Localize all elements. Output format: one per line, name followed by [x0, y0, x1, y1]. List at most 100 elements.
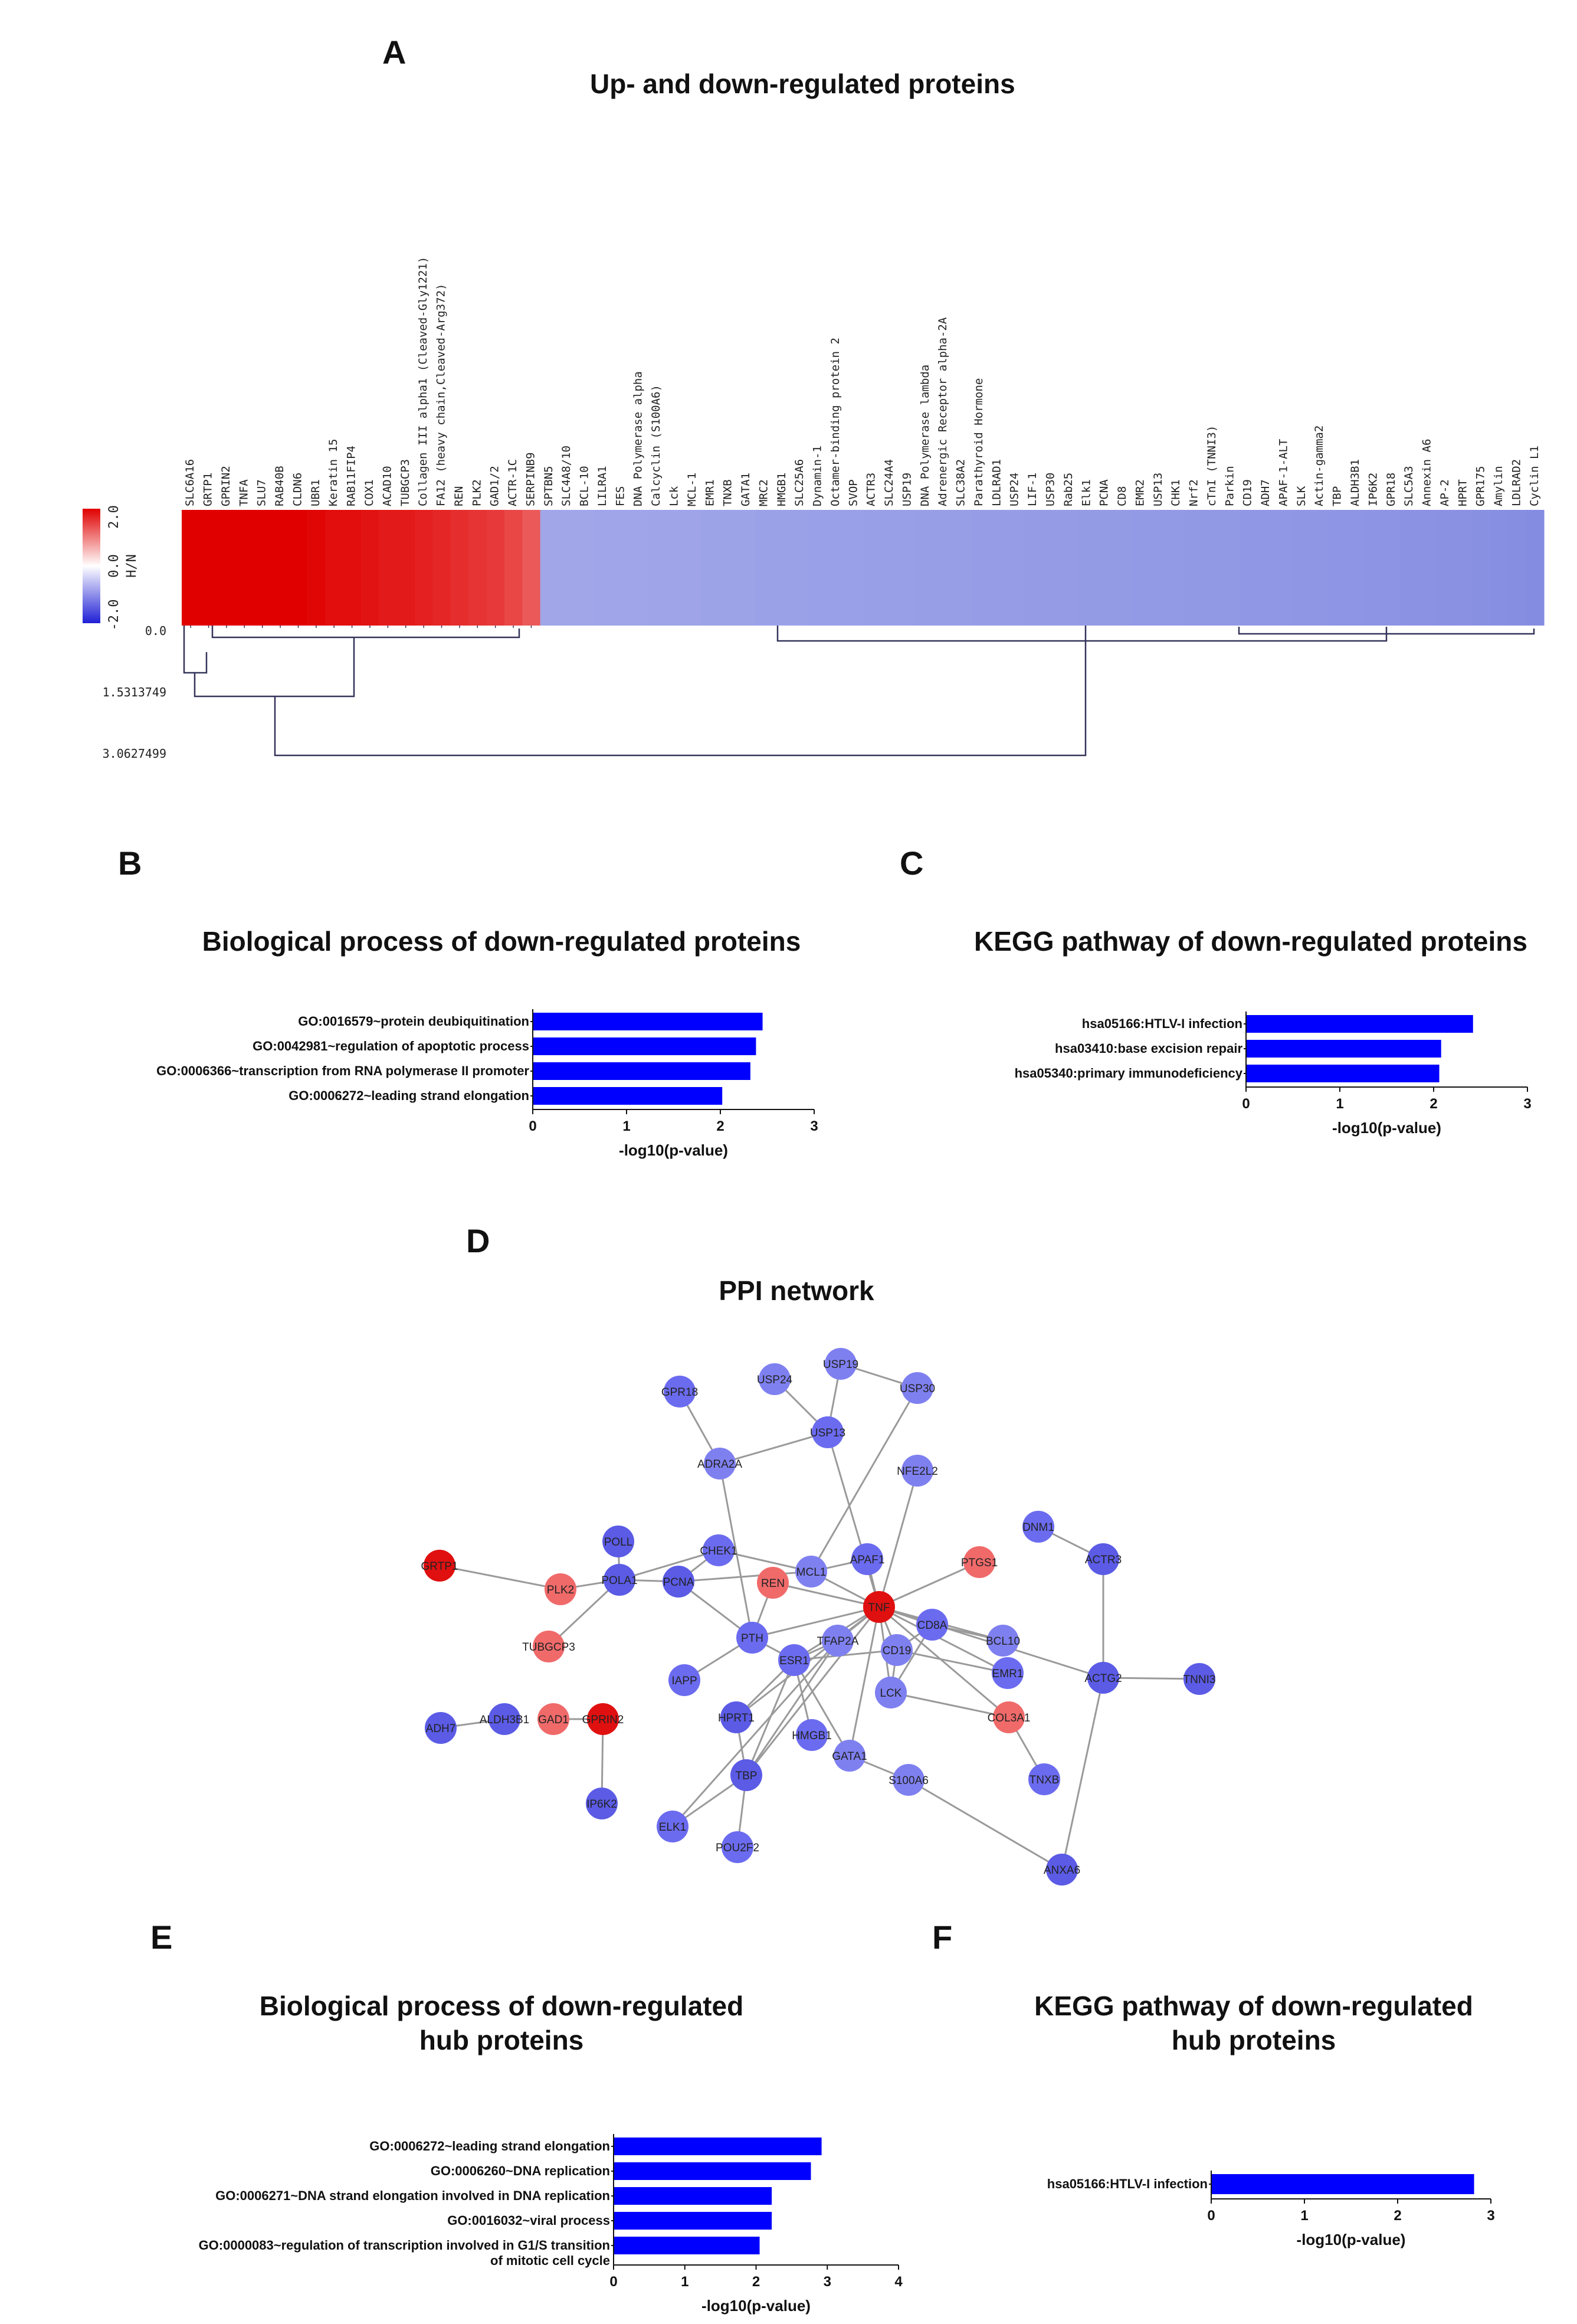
node-label: GAD1 — [538, 1714, 569, 1726]
bar — [533, 1037, 756, 1055]
heatmap-cell — [1239, 510, 1258, 626]
network-node — [657, 1811, 688, 1842]
protein-label: CD19 — [1241, 479, 1254, 506]
heatmap-cell — [952, 510, 971, 626]
protein-label: COX1 — [363, 479, 376, 506]
category-label: hsa05340:primary immunodeficiency — [1015, 1066, 1243, 1081]
heatmap-cell — [289, 510, 308, 626]
heatmap-cell — [1418, 510, 1437, 626]
network-node — [736, 1622, 768, 1654]
heatmap-cell — [1454, 510, 1473, 626]
node-label: COL3A1 — [988, 1712, 1031, 1724]
x-tick-label: 2 — [1430, 1096, 1437, 1112]
heatmap-cell — [450, 510, 469, 626]
heatmap-cell — [522, 510, 541, 626]
protein-label: MCL-1 — [686, 473, 699, 506]
heatmap-cell — [432, 510, 451, 626]
protein-label: CHK1 — [1169, 479, 1182, 506]
network-node — [668, 1664, 700, 1696]
kegg-down-chart: hsa05166:HTLV-I infection hsa03410:base e… — [1015, 1012, 1532, 1137]
bar — [614, 2138, 822, 2155]
network-node — [993, 1701, 1025, 1733]
category-label: GO:0006366~transcription from RNA polyme… — [156, 1063, 529, 1078]
heatmap-cell — [235, 510, 254, 626]
network-node — [537, 1703, 569, 1735]
x-tick-label: 3 — [824, 2274, 831, 2290]
protein-label: CLDN6 — [291, 473, 304, 506]
protein-label: SLC6A16 — [183, 459, 196, 506]
protein-label: MRC2 — [757, 479, 770, 506]
heatmap-cell — [1149, 510, 1168, 626]
panel-title-c: KEGG pathway of down-regulated proteins — [974, 926, 1527, 957]
node-label: PCNA — [663, 1576, 694, 1589]
heatmap-cell — [1257, 510, 1276, 626]
protein-label: HMGB1 — [775, 473, 788, 506]
node-label: REN — [761, 1577, 785, 1590]
network-edge — [890, 1691, 1009, 1719]
node-label: DNM1 — [1022, 1521, 1054, 1534]
heatmap-cell — [1096, 510, 1114, 626]
bar — [1211, 2174, 1474, 2194]
network-edge — [878, 1561, 980, 1608]
heatmap-cell — [504, 510, 523, 626]
x-tick-label: 1 — [681, 2274, 688, 2290]
network-edge — [896, 1649, 1008, 1674]
panel-letter-c: C — [900, 845, 924, 882]
panel-title-e: Biological process of down-regulated hub… — [177, 1989, 826, 2057]
dendrogram-branch — [211, 626, 520, 639]
protein-label: HPRT — [1456, 479, 1469, 506]
protein-label: Nrf2 — [1188, 479, 1201, 506]
heatmap-cell — [647, 510, 666, 626]
heatmap-cell — [630, 510, 648, 626]
dendrogram-tick: 3.0627499 — [103, 747, 166, 761]
colorbar — [83, 509, 100, 623]
node-label: TNNI3 — [1183, 1674, 1216, 1686]
protein-label: Dynamin-1 — [811, 446, 824, 506]
x-tick-label: 3 — [810, 1118, 818, 1134]
heatmap-cell — [719, 510, 738, 626]
protein-label: Actin-gamma2 — [1313, 425, 1326, 506]
network-node — [1087, 1543, 1119, 1575]
protein-label: GPR18 — [1385, 473, 1398, 506]
node-label: GPR18 — [661, 1386, 698, 1399]
heatmap-cell — [1006, 510, 1025, 626]
network-node — [757, 1567, 789, 1599]
x-tick-label: 3 — [1523, 1096, 1531, 1112]
dendrogram-branch — [194, 637, 355, 698]
heatmap-cell — [1078, 510, 1097, 626]
protein-label: Amylin — [1492, 466, 1505, 506]
node-label: TBP — [736, 1770, 758, 1782]
node-label: ESR1 — [779, 1655, 809, 1667]
category-label: GO:0006271~DNA strand elongation involve… — [215, 2188, 610, 2203]
network-node — [722, 1831, 753, 1863]
network-node — [1046, 1854, 1078, 1886]
heatmap-cell — [1329, 510, 1348, 626]
x-tick-label: 0 — [529, 1118, 536, 1134]
heatmap-cell — [935, 510, 953, 626]
node-label: APAF1 — [850, 1554, 885, 1566]
heatmap-cell — [379, 510, 398, 626]
protein-label: SLC4A8/10 — [560, 446, 573, 506]
network-node — [851, 1543, 883, 1575]
heatmap-cell — [1060, 510, 1078, 626]
bar — [1246, 1015, 1473, 1033]
network-node — [834, 1740, 865, 1772]
protein-label: AP-2 — [1438, 479, 1451, 506]
bar — [1246, 1065, 1440, 1082]
x-tick-label: 3 — [1487, 2208, 1494, 2224]
panel-letter-a: A — [382, 34, 406, 71]
protein-label: SLU7 — [255, 479, 268, 506]
network-node — [425, 1712, 457, 1744]
network-node — [664, 1376, 696, 1408]
network-edge — [908, 1779, 1063, 1871]
node-label: ADRA2A — [697, 1458, 742, 1471]
category-label: GO:0016579~protein deubiquitination — [298, 1014, 529, 1029]
node-label: GRTP1 — [421, 1560, 458, 1573]
network-edge — [719, 1463, 753, 1638]
protein-label: cTnI (TNNI3) — [1205, 425, 1218, 506]
protein-label: Calcyclin (S100A6) — [650, 385, 663, 506]
heatmap-cell — [1042, 510, 1061, 626]
node-label: IAPP — [671, 1675, 697, 1687]
network-node — [916, 1609, 948, 1641]
node-label: ADH7 — [426, 1723, 456, 1735]
